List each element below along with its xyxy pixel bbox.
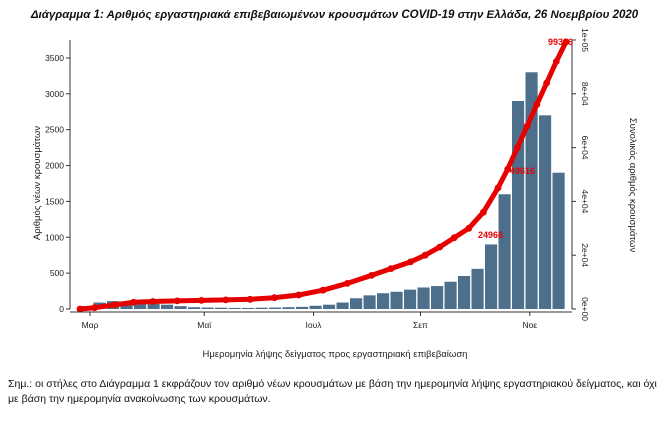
- cumulative-point-26: [543, 79, 550, 87]
- cumulative-point-25: [533, 101, 541, 108]
- cumulative-point-27: [552, 58, 560, 65]
- cumulative-point-28: [562, 38, 570, 46]
- bar-Jul-1: [296, 306, 309, 309]
- bar-Aug-1: [350, 298, 363, 309]
- y-left-tick-label-0: 0: [59, 304, 64, 314]
- cumulative-point-10: [295, 291, 303, 299]
- cumulative-point-7: [222, 296, 230, 304]
- cumulative-point-4: [149, 298, 157, 305]
- cumulative-point-8: [246, 295, 254, 303]
- y-left-tick-label-2500: 2500: [45, 125, 64, 135]
- y-left-tick-label-2000: 2000: [45, 161, 64, 171]
- x-tick-label-Μαϊ: Μαϊ: [197, 320, 212, 330]
- bar-Oct-4: [498, 194, 511, 309]
- cumulative-point-21: [494, 184, 502, 192]
- cumulative-point-22: [504, 165, 512, 173]
- cumulative-point-6: [198, 297, 205, 304]
- cumulative-point-16: [421, 251, 429, 259]
- bar-Sep-1: [404, 289, 417, 309]
- annotation-49616: 49616: [510, 166, 535, 176]
- cumulative-point-5: [173, 297, 181, 305]
- cumulative-point-17: [436, 243, 443, 251]
- annotation-24966: 24966: [478, 230, 503, 240]
- y-right-tick-label-8e+04: 8e+04: [580, 82, 590, 106]
- cumulative-point-23: [514, 144, 521, 152]
- bar-Sep-2: [417, 287, 430, 309]
- bar-Nov-2: [525, 72, 538, 309]
- y-left-tick-label-3500: 3500: [45, 53, 64, 63]
- cumulative-point-14: [387, 265, 395, 272]
- y-right-axis-label: Συνολικός αριθμός κρουσμάτων: [627, 118, 638, 253]
- bar-Jun-4: [282, 307, 295, 309]
- cumulative-point-18: [450, 234, 458, 242]
- cumulative-point-20: [480, 208, 487, 216]
- bar-Apr-3: [161, 304, 174, 309]
- bar-May-4: [228, 307, 241, 309]
- x-tick-label-Μαρ: Μαρ: [82, 320, 99, 330]
- bars-group: [80, 72, 565, 309]
- chart-note: Σημ.: οι στήλες στο Διάγραμμα 1 εκφράζου…: [8, 378, 657, 405]
- cumulative-point-3: [130, 298, 137, 306]
- bar-Jun-2: [255, 307, 268, 309]
- bar-Jul-3: [323, 304, 336, 309]
- bar-May-1: [188, 307, 201, 309]
- chart-title: Διάγραμμα 1: Αριθμός εργαστηριακά επιβεβ…: [30, 9, 639, 21]
- cumulative-point-15: [407, 258, 414, 266]
- cumulative-point-12: [343, 280, 351, 287]
- bar-Apr-4: [174, 306, 187, 309]
- annotation-99306: 99306: [548, 37, 573, 47]
- x-tick-label-Νοε: Νοε: [523, 320, 538, 330]
- y-left-tick-label-1500: 1500: [45, 196, 64, 206]
- bar-Aug-3: [377, 293, 390, 309]
- y-right-tick-label-0e+00: 0e+00: [580, 297, 590, 321]
- cumulative-point-19: [465, 224, 473, 232]
- bar-Jul-4: [336, 302, 349, 309]
- cumulative-point-1: [91, 304, 98, 312]
- cumulative-point-2: [110, 301, 118, 309]
- bar-Sep-4: [444, 281, 457, 309]
- bar-Nov-4: [552, 172, 565, 309]
- bar-Aug-4: [390, 291, 403, 309]
- bar-Oct-2: [471, 268, 484, 309]
- y-left-tick-label-3000: 3000: [45, 89, 64, 99]
- bar-Jul-2: [309, 305, 322, 309]
- x-tick-label-Σεπ: Σεπ: [413, 320, 428, 330]
- cumulative-point-24: [523, 122, 531, 130]
- bar-Jun-1: [242, 307, 255, 309]
- y-left-tick-label-500: 500: [50, 268, 64, 278]
- bar-May-3: [215, 307, 228, 309]
- bar-Jun-3: [269, 307, 282, 309]
- cumulative-point-11: [319, 286, 327, 294]
- bar-Oct-3: [485, 244, 498, 309]
- cumulative-point-0: [76, 305, 84, 313]
- x-axis-label: Ημερομηνία λήψης δείγματος προς εργαστηρ…: [203, 349, 468, 360]
- cumulative-line-group: [76, 38, 570, 313]
- y-right-tick-label-2e+04: 2e+04: [580, 243, 590, 267]
- bar-Sep-3: [431, 286, 444, 309]
- bar-Aug-2: [363, 295, 376, 309]
- bar-May-2: [201, 307, 214, 309]
- bar-Apr-1: [134, 303, 147, 309]
- y-left-tick-label-1000: 1000: [45, 232, 64, 242]
- bar-Oct-1: [458, 276, 471, 309]
- axes-group: 0 500 1000 1500 2000 2500 3000 3500 0e+00 2e+04 4e…: [45, 28, 590, 330]
- y-left-axis-label: Αριθμός νέων κρουσμάτων: [32, 126, 43, 240]
- bar-Apr-2: [147, 303, 160, 309]
- bar-Nov-3: [539, 115, 552, 309]
- cumulative-point-9: [271, 294, 278, 302]
- y-right-tick-label-4e+04: 4e+04: [580, 189, 590, 213]
- cumulative-point-13: [368, 272, 375, 279]
- y-right-tick-label-6e+04: 6e+04: [580, 136, 590, 160]
- y-right-tick-label-1e+05: 1e+05: [580, 28, 590, 52]
- x-tick-label-Ιουλ: Ιουλ: [306, 320, 323, 330]
